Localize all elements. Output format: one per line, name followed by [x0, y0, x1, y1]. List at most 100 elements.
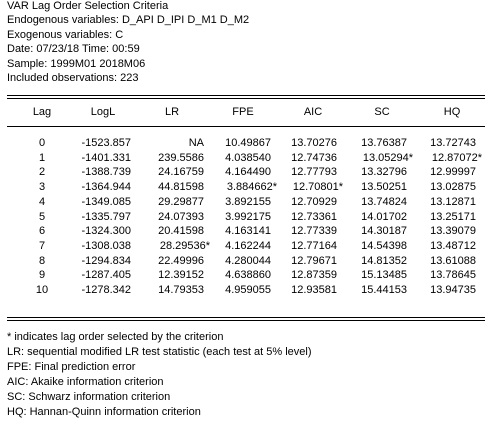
table-cell: 4.280044: [225, 254, 271, 267]
table-cell: 4.164490: [225, 166, 271, 179]
table-cell: 12.79671: [291, 254, 337, 267]
table-cell: 29.29877: [158, 195, 204, 208]
table-cell: 12.73361: [291, 210, 337, 223]
table-cell: 13.25171: [430, 210, 476, 223]
column-header: AIC: [303, 106, 323, 118]
header-line: VAR Lag Order Selection Criteria: [7, 0, 169, 12]
note-line: AIC: Akaike information criterion: [7, 376, 164, 388]
table-cell: 10: [35, 284, 49, 296]
table-cell: 13.05294*: [362, 151, 413, 164]
table-cell: -1278.342: [81, 284, 131, 296]
table-cell: 13.02875: [430, 181, 476, 194]
table-cell: -1287.405: [81, 269, 131, 282]
table-cell: -1294.834: [81, 254, 131, 267]
table-rule: [7, 320, 485, 321]
table-cell: -1523.857: [81, 137, 131, 149]
table-cell: 12.70801*: [292, 181, 343, 194]
table-cell: 12.77164: [291, 239, 337, 252]
table-cell: 12.87072*: [431, 151, 482, 164]
note-line: * indicates lag order selected by the cr…: [7, 331, 224, 343]
table-cell: 14.81352: [361, 254, 407, 267]
column-header: LogL: [90, 106, 116, 118]
table-cell: 12.93581: [291, 284, 337, 296]
table-rule: [7, 95, 485, 96]
table-cell: 4.638860: [225, 269, 271, 282]
table-cell: 14.30187: [361, 225, 407, 238]
table-cell: -1401.331: [81, 151, 131, 164]
table-cell: 13.94735: [430, 284, 476, 296]
table-cell: 8: [38, 254, 46, 267]
table-cell: 13.72743: [430, 137, 476, 149]
table-cell: 13.78645: [430, 269, 476, 282]
table-cell: 0: [38, 137, 46, 149]
table-cell: -1335.797: [81, 210, 131, 223]
table-cell: -1349.085: [81, 195, 131, 208]
table-cell: -1308.038: [81, 239, 131, 252]
table-cell: 15.13485: [361, 269, 407, 282]
table-cell: 3.992175: [225, 210, 271, 223]
table-cell: 3.892155: [225, 195, 271, 208]
table-cell: 2: [38, 166, 46, 179]
table-cell: 12.77793: [291, 166, 337, 179]
table-cell: 4.163141: [225, 225, 271, 238]
table-cell: 239.5586: [158, 151, 204, 164]
table-cell: -1364.944: [81, 181, 131, 194]
note-line: LR: sequential modified LR test statisti…: [7, 346, 312, 358]
table-cell: 3.884662*: [226, 181, 277, 194]
table-cell: 12.87359: [291, 269, 337, 282]
table-cell: 24.07393: [158, 210, 204, 223]
table-cell: 4.162244: [225, 239, 271, 252]
table-cell: -1324.300: [81, 225, 131, 238]
table-cell: 14.01702: [361, 210, 407, 223]
table-rule: [7, 126, 485, 127]
header-line: Sample: 1999M01 2018M06: [7, 57, 146, 70]
table-cell: 13.61088: [430, 254, 476, 267]
table-cell: 4: [38, 195, 46, 208]
table-cell: 12.39152: [158, 269, 204, 282]
table-cell: 20.41598: [158, 225, 204, 238]
table-cell: 15.44153: [361, 284, 407, 296]
column-header: Lag: [32, 106, 52, 118]
table-cell: 44.81598: [158, 181, 204, 194]
table-cell: 13.32796: [361, 166, 407, 179]
header-line: Exogenous variables: C: [7, 28, 124, 41]
table-cell: 9: [38, 269, 46, 282]
table-cell: 6: [38, 225, 46, 238]
table-cell: 10.49867: [225, 137, 271, 149]
table-cell: 13.39079: [430, 225, 476, 238]
column-header: FPE: [232, 106, 254, 118]
column-header: LR: [164, 106, 180, 118]
table-cell: 13.70276: [291, 137, 337, 149]
header-line: Endogenous variables: D_API D_IPI D_M1 D…: [7, 14, 250, 27]
table-cell: 14.54398: [361, 239, 407, 252]
table-cell: 3: [38, 181, 46, 194]
table-cell: 24.16759: [158, 166, 204, 179]
note-line: FPE: Final prediction error: [7, 361, 136, 373]
header-line: Date: 07/23/18 Time: 00:59: [7, 43, 140, 56]
table-cell: 5: [38, 210, 46, 223]
table-cell: 22.49996: [158, 254, 204, 267]
table-cell: 13.48712: [430, 239, 476, 252]
table-cell: 12.77339: [291, 225, 337, 238]
table-cell: 13.12871: [430, 195, 476, 208]
table-cell: 7: [38, 239, 46, 252]
column-header: SC: [374, 106, 390, 118]
note-line: SC: Schwarz information criterion: [7, 391, 171, 403]
table-cell: NA: [188, 137, 204, 149]
table-cell: 28.29536*: [159, 239, 210, 252]
table-rule: [7, 317, 485, 318]
table-cell: -1388.739: [81, 166, 131, 179]
note-line: HQ: Hannan-Quinn information criterion: [7, 406, 201, 418]
table-rule: [7, 98, 485, 99]
table-cell: 13.76387: [361, 137, 407, 149]
table-cell: 12.74736: [291, 151, 337, 164]
header-line: Included observations: 223: [7, 72, 139, 84]
table-cell: 1: [38, 151, 46, 164]
column-header: HQ: [443, 106, 461, 118]
table-cell: 12.99997: [430, 166, 476, 179]
table-cell: 13.74824: [361, 195, 407, 208]
table-cell: 14.79353: [158, 284, 204, 296]
table-cell: 13.50251: [361, 181, 407, 194]
table-cell: 12.70929: [291, 195, 337, 208]
